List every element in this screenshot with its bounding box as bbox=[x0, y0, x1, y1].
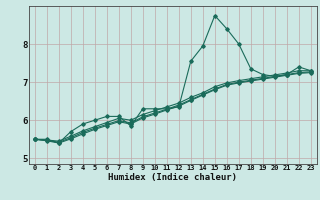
X-axis label: Humidex (Indice chaleur): Humidex (Indice chaleur) bbox=[108, 173, 237, 182]
